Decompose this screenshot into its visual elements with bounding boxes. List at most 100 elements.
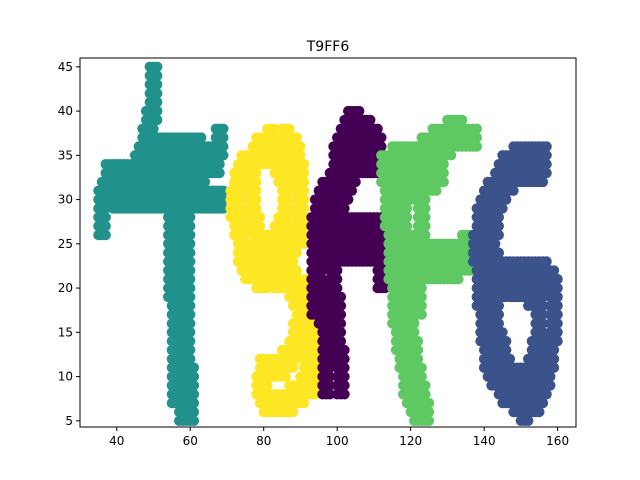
data-point (218, 203, 229, 214)
data-point (335, 336, 347, 347)
data-point (442, 123, 453, 134)
data-point (295, 327, 306, 338)
data-point (339, 344, 350, 356)
data-point (247, 141, 258, 152)
data-point (523, 176, 534, 188)
data-point (449, 247, 460, 258)
data-point (321, 300, 332, 311)
data-point (100, 167, 111, 179)
data-point (185, 344, 196, 356)
data-point (284, 176, 295, 188)
data-point (523, 300, 534, 311)
x-tick-label: 100 (326, 434, 349, 448)
data-point (416, 309, 427, 320)
data-point (537, 336, 549, 347)
data-point (482, 176, 493, 188)
data-point (306, 282, 317, 294)
data-point (218, 194, 229, 205)
data-point (523, 256, 534, 267)
data-point (298, 167, 310, 179)
data-point (298, 159, 310, 170)
data-point (471, 123, 482, 134)
data-point (291, 132, 302, 143)
data-point (534, 406, 545, 418)
data-point (232, 159, 244, 170)
data-point (273, 397, 284, 409)
data-point (534, 362, 545, 373)
data-point (236, 212, 247, 223)
data-point (298, 362, 310, 373)
data-point (284, 212, 295, 223)
data-point (218, 150, 229, 161)
y-axis: 5 10 15 20 25 30 35 40 45 (58, 60, 80, 428)
data-point (482, 256, 493, 267)
data-point (298, 238, 310, 249)
data-point (192, 150, 203, 161)
data-point (438, 167, 449, 179)
data-point (236, 185, 247, 196)
data-point (493, 309, 504, 320)
data-point (152, 105, 163, 117)
data-point (93, 185, 104, 196)
data-point (236, 194, 247, 205)
data-point (548, 344, 560, 356)
data-point (254, 220, 266, 232)
data-point (185, 247, 196, 258)
plot-frame (79, 57, 577, 428)
data-point (185, 256, 196, 267)
data-point (225, 194, 236, 205)
data-point (287, 389, 299, 400)
data-point (218, 141, 229, 152)
data-point (298, 203, 310, 214)
data-point (273, 141, 284, 152)
data-point (218, 132, 229, 143)
data-point (295, 274, 306, 285)
data-point (166, 371, 178, 382)
data-point (427, 132, 438, 143)
data-point (497, 203, 508, 214)
data-point (523, 159, 534, 170)
data-point (254, 141, 266, 152)
data-point (188, 362, 200, 373)
data-point (269, 132, 280, 143)
data-point (328, 353, 339, 365)
data-point (497, 327, 508, 338)
data-point (537, 309, 549, 320)
data-point (317, 265, 328, 276)
data-point (269, 247, 280, 258)
data-point (401, 203, 413, 214)
data-point (467, 229, 479, 241)
data-point (515, 176, 527, 188)
data-point (409, 327, 420, 338)
data-point (475, 194, 486, 205)
data-point (420, 380, 431, 391)
data-point (298, 397, 310, 409)
data-point (185, 220, 196, 232)
data-point (309, 309, 321, 320)
data-point (229, 167, 240, 179)
data-point (416, 371, 427, 382)
data-point (552, 274, 563, 285)
data-point (152, 88, 163, 99)
data-point (548, 265, 560, 276)
data-point (218, 123, 229, 134)
data-point (137, 132, 148, 143)
data-point (490, 256, 501, 267)
data-point (166, 256, 178, 267)
data-point (170, 380, 181, 391)
data-point (287, 256, 299, 267)
data-point (501, 167, 512, 179)
y-tick-label: 45 (58, 60, 73, 74)
data-point (133, 141, 144, 152)
data-point (251, 389, 262, 400)
data-point (298, 176, 310, 188)
data-point (170, 389, 181, 400)
data-point (372, 123, 383, 134)
data-point (251, 194, 262, 205)
data-point (152, 97, 163, 108)
data-point (254, 212, 266, 223)
data-point (471, 132, 482, 143)
data-point (298, 185, 310, 196)
data-point (262, 389, 273, 400)
data-point (537, 318, 549, 329)
